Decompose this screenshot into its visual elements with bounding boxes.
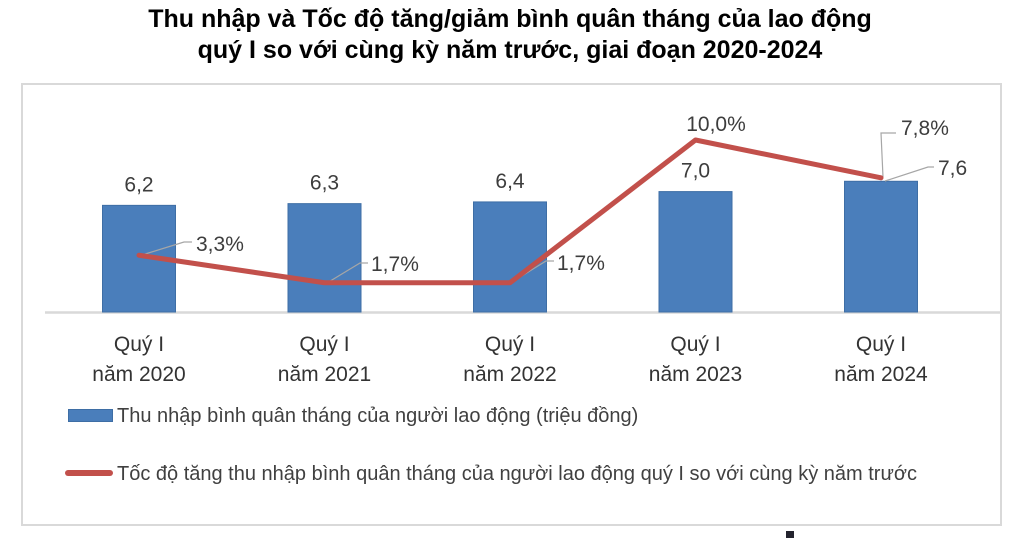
x-axis-label-quarter: Quý I	[113, 333, 165, 356]
plot-area-frame	[21, 83, 1002, 526]
x-axis-label-year: năm 2021	[277, 363, 372, 386]
chart-title: Thu nhập và Tốc độ tăng/giảm bình quân t…	[0, 4, 1020, 66]
x-axis-label: Quý I năm 2020	[49, 330, 229, 390]
x-axis-label: Quý I năm 2023	[606, 330, 786, 390]
legend-item-bars: Thu nhập bình quân tháng của người lao đ…	[68, 403, 638, 429]
x-axis-label: Quý I năm 2022	[420, 330, 600, 390]
x-axis-label-year: năm 2024	[834, 363, 928, 386]
x-axis-label-quarter: Quý I	[670, 333, 721, 356]
x-axis-label-quarter: Quý I	[484, 333, 536, 356]
x-axis-label: Quý I năm 2021	[235, 330, 415, 390]
legend-label-line: Tốc độ tăng thu nhập bình quân tháng của…	[117, 463, 917, 485]
legend-label-bars: Thu nhập bình quân tháng của người lao đ…	[117, 405, 639, 427]
x-axis-label-year: năm 2023	[648, 363, 743, 386]
chart-title-line1: Thu nhập và Tốc độ tăng/giảm bình quân t…	[148, 5, 872, 33]
x-axis-label: Quý I năm 2024	[791, 330, 971, 390]
x-axis-label-year: năm 2020	[92, 363, 186, 386]
bar-series-swatch-icon	[68, 409, 113, 422]
x-axis-label-year: năm 2022	[463, 363, 557, 386]
x-axis-label-quarter: Quý I	[299, 333, 350, 356]
chart-title-line2: quý I so với cùng kỳ năm trước, giai đoạ…	[197, 36, 823, 64]
x-axis-label-quarter: Quý I	[855, 333, 907, 356]
line-series-swatch-icon	[65, 470, 113, 476]
legend-item-line: Tốc độ tăng thu nhập bình quân tháng của…	[65, 461, 917, 487]
cropped-text-artifact	[786, 531, 794, 538]
